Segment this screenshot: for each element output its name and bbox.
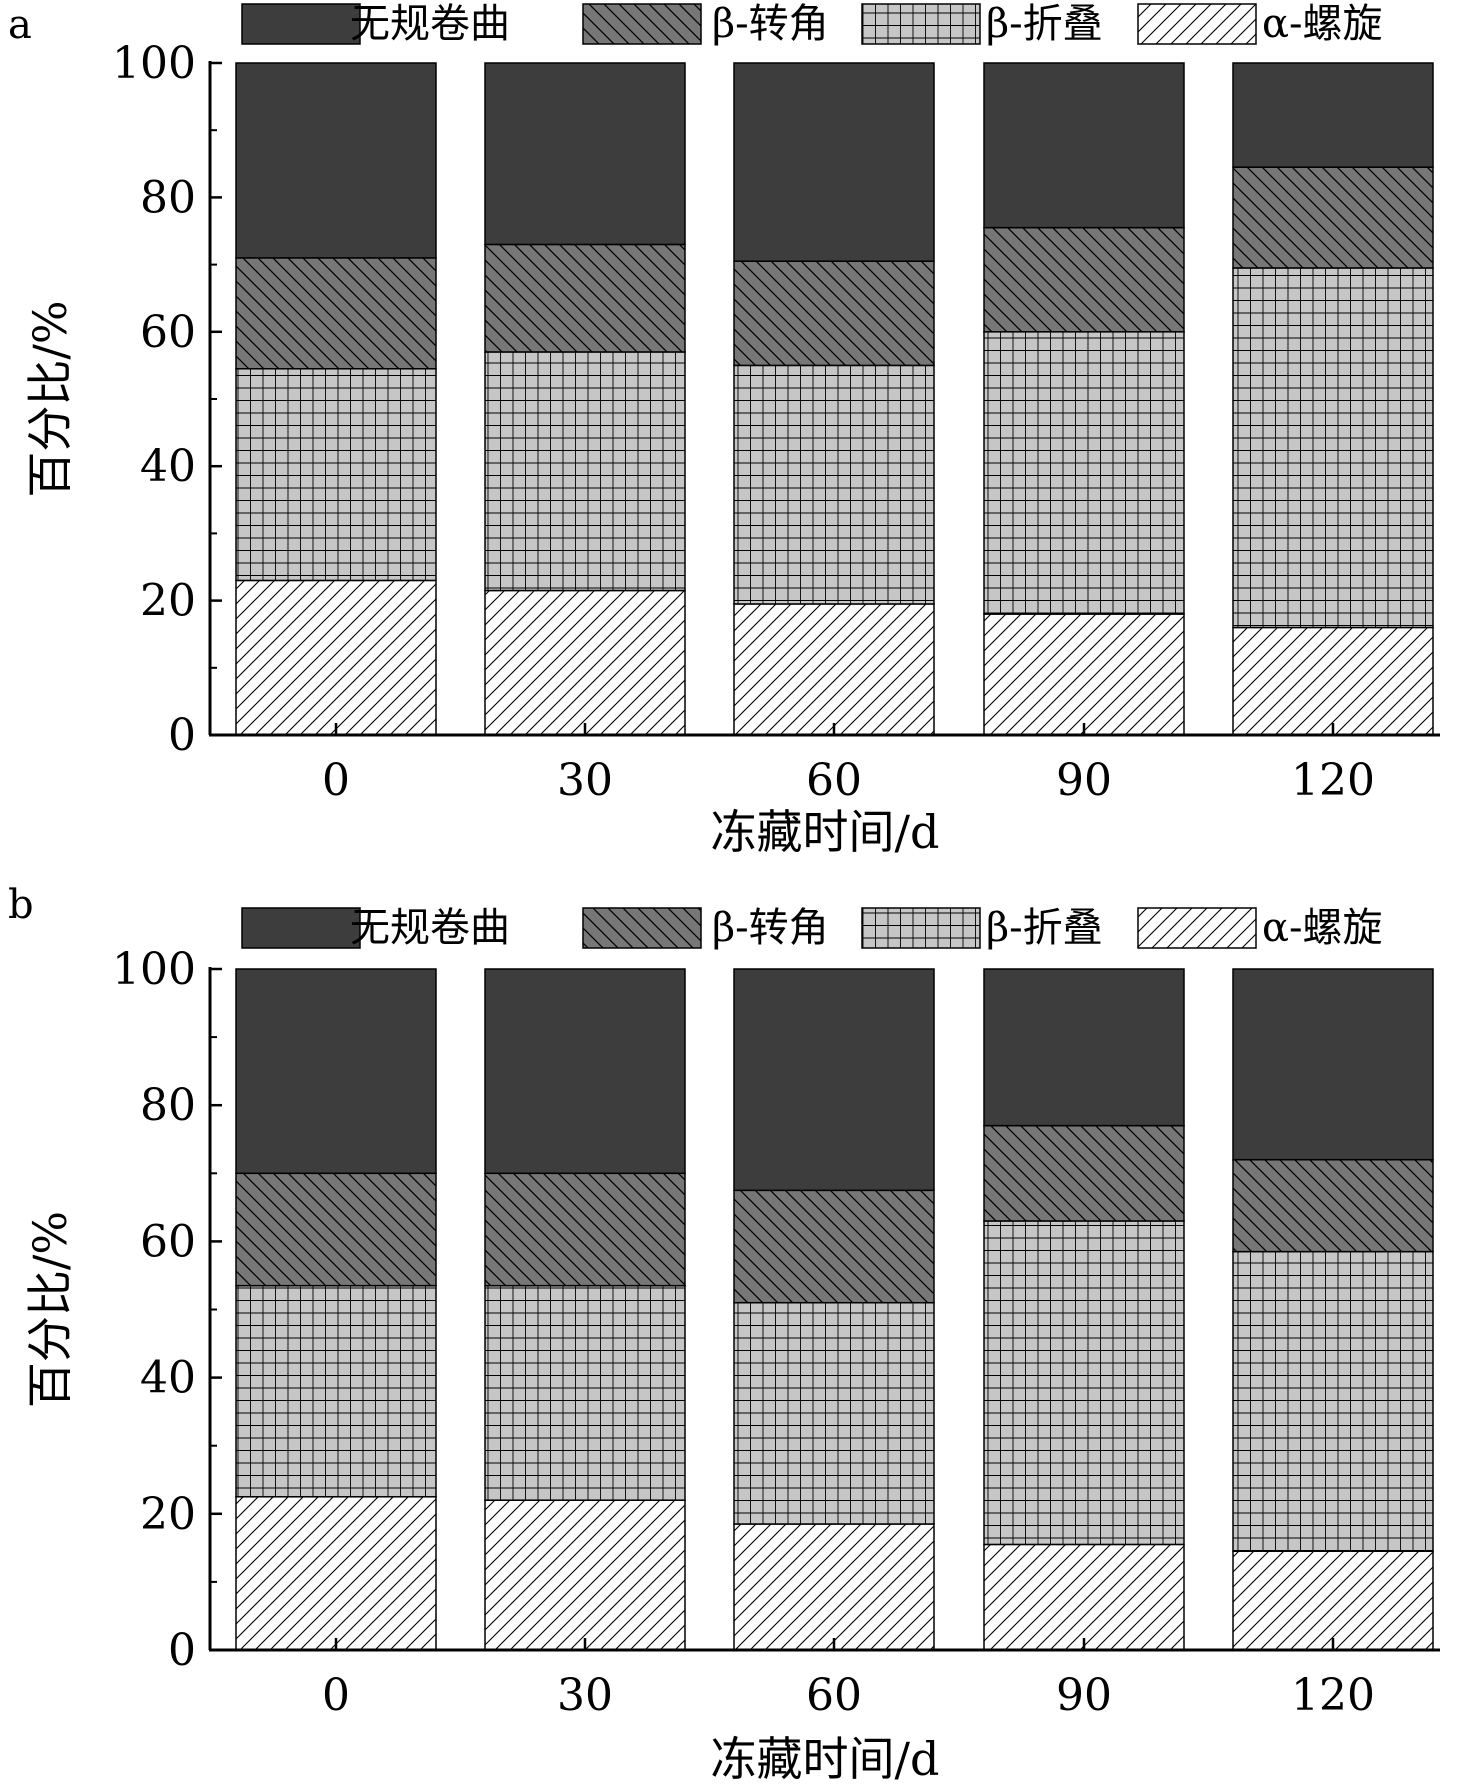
bar-segment-beta_turn [484,1172,686,1287]
bar-segment-alpha_helix [235,579,437,736]
bar-segment-random_coil [484,62,686,246]
chart-panel-a: a 无规卷曲 β-转角 β-折叠 α-螺旋 0 20 40 60 80 100 0 30 60 90 120 冻… [8,1,1440,859]
y-tick-label: 80 [140,1080,196,1131]
bar-segment-beta_turn [1232,166,1434,269]
y-tick-label: 60 [140,307,196,358]
bar-segment-random_coil [1232,62,1434,168]
bar-segment-alpha_helix [484,1499,686,1651]
y-tick-label: 40 [140,1353,196,1404]
bar-segment-beta_sheet [733,1301,935,1525]
bar-segment-random_coil [484,968,686,1175]
bar-segment-beta_turn [733,260,935,367]
y-tick-label: 0 [168,1625,196,1676]
legend-swatch-beta_turn [582,3,702,45]
legend-label-alpha_helix: α-螺旋 [1262,1,1383,47]
bar-segment-random_coil [1232,968,1434,1161]
bar-segment-alpha_helix [983,1543,1185,1651]
bar-segment-alpha_helix [1232,626,1434,736]
bar-segment-random_coil [733,968,935,1192]
x-tick-label: 30 [557,1670,613,1721]
y-tick-label: 20 [140,576,196,627]
bar-segment-beta_sheet [983,331,1185,615]
bar-segment-beta_turn [983,226,1185,333]
y-tick-label: 40 [140,441,196,492]
x-tick-label: 120 [1291,1670,1375,1721]
legend-swatch-alpha_helix [1137,3,1257,45]
x-tick-label: 0 [322,1670,350,1721]
legend-label-alpha_helix: α-螺旋 [1262,905,1383,951]
bar-segment-beta_turn [733,1189,935,1304]
x-axis-label: 冻藏时间/d [711,805,940,859]
chart-panel-b: b 无规卷曲 β-转角 β-折叠 α-螺旋 0 20 40 60 80 100 0 30 60 90 120 冻… [8,882,1440,1785]
y-tick-label: 100 [112,944,196,995]
bar-segment-alpha_helix [1232,1550,1434,1651]
bar-segment-beta_sheet [484,351,686,592]
bar-segment-beta_turn [1232,1158,1434,1253]
legend-swatch-beta_sheet [861,3,981,45]
y-axis-label: 百分比/% [23,1211,77,1408]
panel-label: a [8,2,32,48]
x-tick-label: 90 [1056,1670,1112,1721]
bar-segment-beta_turn [484,243,686,353]
bar-segment-beta_sheet [235,368,437,582]
bar-segment-beta_sheet [235,1284,437,1498]
x-tick-label: 30 [557,755,613,806]
legend-label-beta_sheet: β-折叠 [986,905,1103,951]
bar-segment-beta_sheet [1232,1250,1434,1553]
bar-segment-alpha_helix [484,589,686,736]
bar-segment-beta_sheet [983,1220,1185,1546]
x-tick-label: 60 [806,755,862,806]
bar-segment-alpha_helix [733,1523,935,1651]
legend-label-beta_sheet: β-折叠 [986,1,1103,47]
x-tick-label: 0 [322,755,350,806]
legend-swatch-random_coil [241,907,361,949]
bar-segment-beta_sheet [484,1284,686,1501]
bar-segment-alpha_helix [235,1496,437,1651]
bar-segment-random_coil [983,968,1185,1127]
x-axis-label: 冻藏时间/d [711,1732,940,1785]
bar-segment-beta_turn [235,1172,437,1287]
bar-segment-random_coil [733,62,935,262]
panel-label: b [8,882,34,928]
legend-label-random_coil: 无规卷曲 [350,1,510,47]
bar-segment-random_coil [235,968,437,1175]
y-axis-label: 百分比/% [23,300,77,497]
bar-segment-beta_sheet [733,364,935,605]
y-tick-label: 0 [168,710,196,761]
bar-segment-random_coil [983,62,1185,229]
legend-swatch-alpha_helix [1137,907,1257,949]
bar-segment-beta_turn [235,257,437,370]
x-tick-label: 120 [1291,755,1375,806]
y-tick-label: 60 [140,1216,196,1267]
legend-swatch-beta_turn [582,907,702,949]
legend-label-beta_turn: β-转角 [712,1,829,47]
legend-swatch-beta_sheet [861,907,981,949]
legend-label-random_coil: 无规卷曲 [350,905,510,951]
bar-segment-beta_turn [983,1124,1185,1222]
y-tick-label: 20 [140,1489,196,1540]
x-tick-label: 60 [806,1670,862,1721]
legend-swatch-random_coil [241,3,361,45]
y-tick-label: 80 [140,172,196,223]
y-tick-label: 100 [112,38,196,89]
bar-segment-alpha_helix [983,613,1185,736]
bar-segment-alpha_helix [733,603,935,736]
legend-label-beta_turn: β-转角 [712,905,829,951]
x-tick-label: 90 [1056,755,1112,806]
bar-segment-beta_sheet [1232,267,1434,629]
bar-segment-random_coil [235,62,437,259]
